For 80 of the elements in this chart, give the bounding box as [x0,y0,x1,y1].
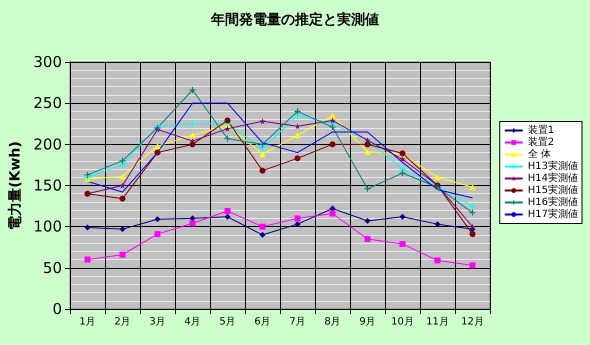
x-tick-label: 10月 [391,316,414,328]
x-tick-label: 6月 [254,316,271,328]
x-tick-label: 11月 [426,316,449,328]
point [154,216,160,222]
point [190,132,196,138]
point [190,141,196,148]
y-tick-label: 250 [33,94,62,112]
legend-label: H13実測値 [528,160,578,172]
legend-label: 装置2 [528,136,554,148]
point [224,126,230,132]
point [84,224,90,230]
point [260,141,266,148]
point [120,196,126,202]
point [434,221,440,228]
legend-label: H14実測値 [528,172,578,184]
legend-label: H17実測値 [528,208,578,220]
x-tick-label: 7月 [289,316,306,328]
y-tick-label: 300 [33,53,62,71]
point [190,120,196,127]
point [120,226,126,232]
point [364,236,370,242]
point [84,172,90,178]
legend-label: 全 体 [528,148,551,160]
point [364,141,370,148]
point [294,221,300,228]
point [260,151,266,158]
point [154,150,160,156]
point [364,218,370,224]
point [294,215,300,222]
point [120,158,126,164]
point [330,117,336,124]
legend-label: 装置1 [528,124,554,136]
point [190,220,196,226]
point [260,168,266,174]
x-tick-label: 9月 [359,316,376,328]
y-tick-label: 100 [33,218,62,236]
point [120,252,126,258]
point [470,224,476,230]
x-tick-label: 1月 [79,316,96,328]
point [470,231,476,238]
point [84,256,90,263]
point [470,262,476,268]
point [400,240,406,247]
point [260,224,266,230]
point [154,142,160,149]
point [120,173,126,180]
point [224,117,230,124]
point [400,156,406,162]
legend-label: H15実測値 [528,184,578,196]
y-axis-title: 電力量(Kwh) [7,141,24,230]
x-tick-label: 4月 [184,316,201,328]
y-tick-label: 150 [33,176,62,194]
x-tick-label: 3月 [149,316,166,328]
x-tick-label: 12月 [461,316,484,328]
point [400,214,406,220]
point [224,208,230,214]
point [434,257,440,264]
x-tick-label: 5月 [219,316,236,328]
point [294,123,300,130]
chart-title: 年間発電量の推定と実測値 [210,11,379,28]
y-tick-label: 0 [52,300,62,318]
x-tick-label: 2月 [114,316,131,328]
point [330,141,336,148]
point [294,132,300,138]
y-tick-label: 50 [42,258,62,277]
point [260,118,266,124]
point [470,210,476,216]
x-tick-label: 8月 [324,316,341,328]
point [330,112,336,119]
point [154,231,160,238]
legend-label: H16実測値 [528,196,578,208]
point [470,184,476,190]
point [364,186,370,192]
point [330,210,336,216]
point [260,232,266,238]
point [434,174,440,180]
point [294,155,300,162]
y-tick-label: 200 [33,135,62,154]
point [364,148,370,155]
point [224,214,230,220]
